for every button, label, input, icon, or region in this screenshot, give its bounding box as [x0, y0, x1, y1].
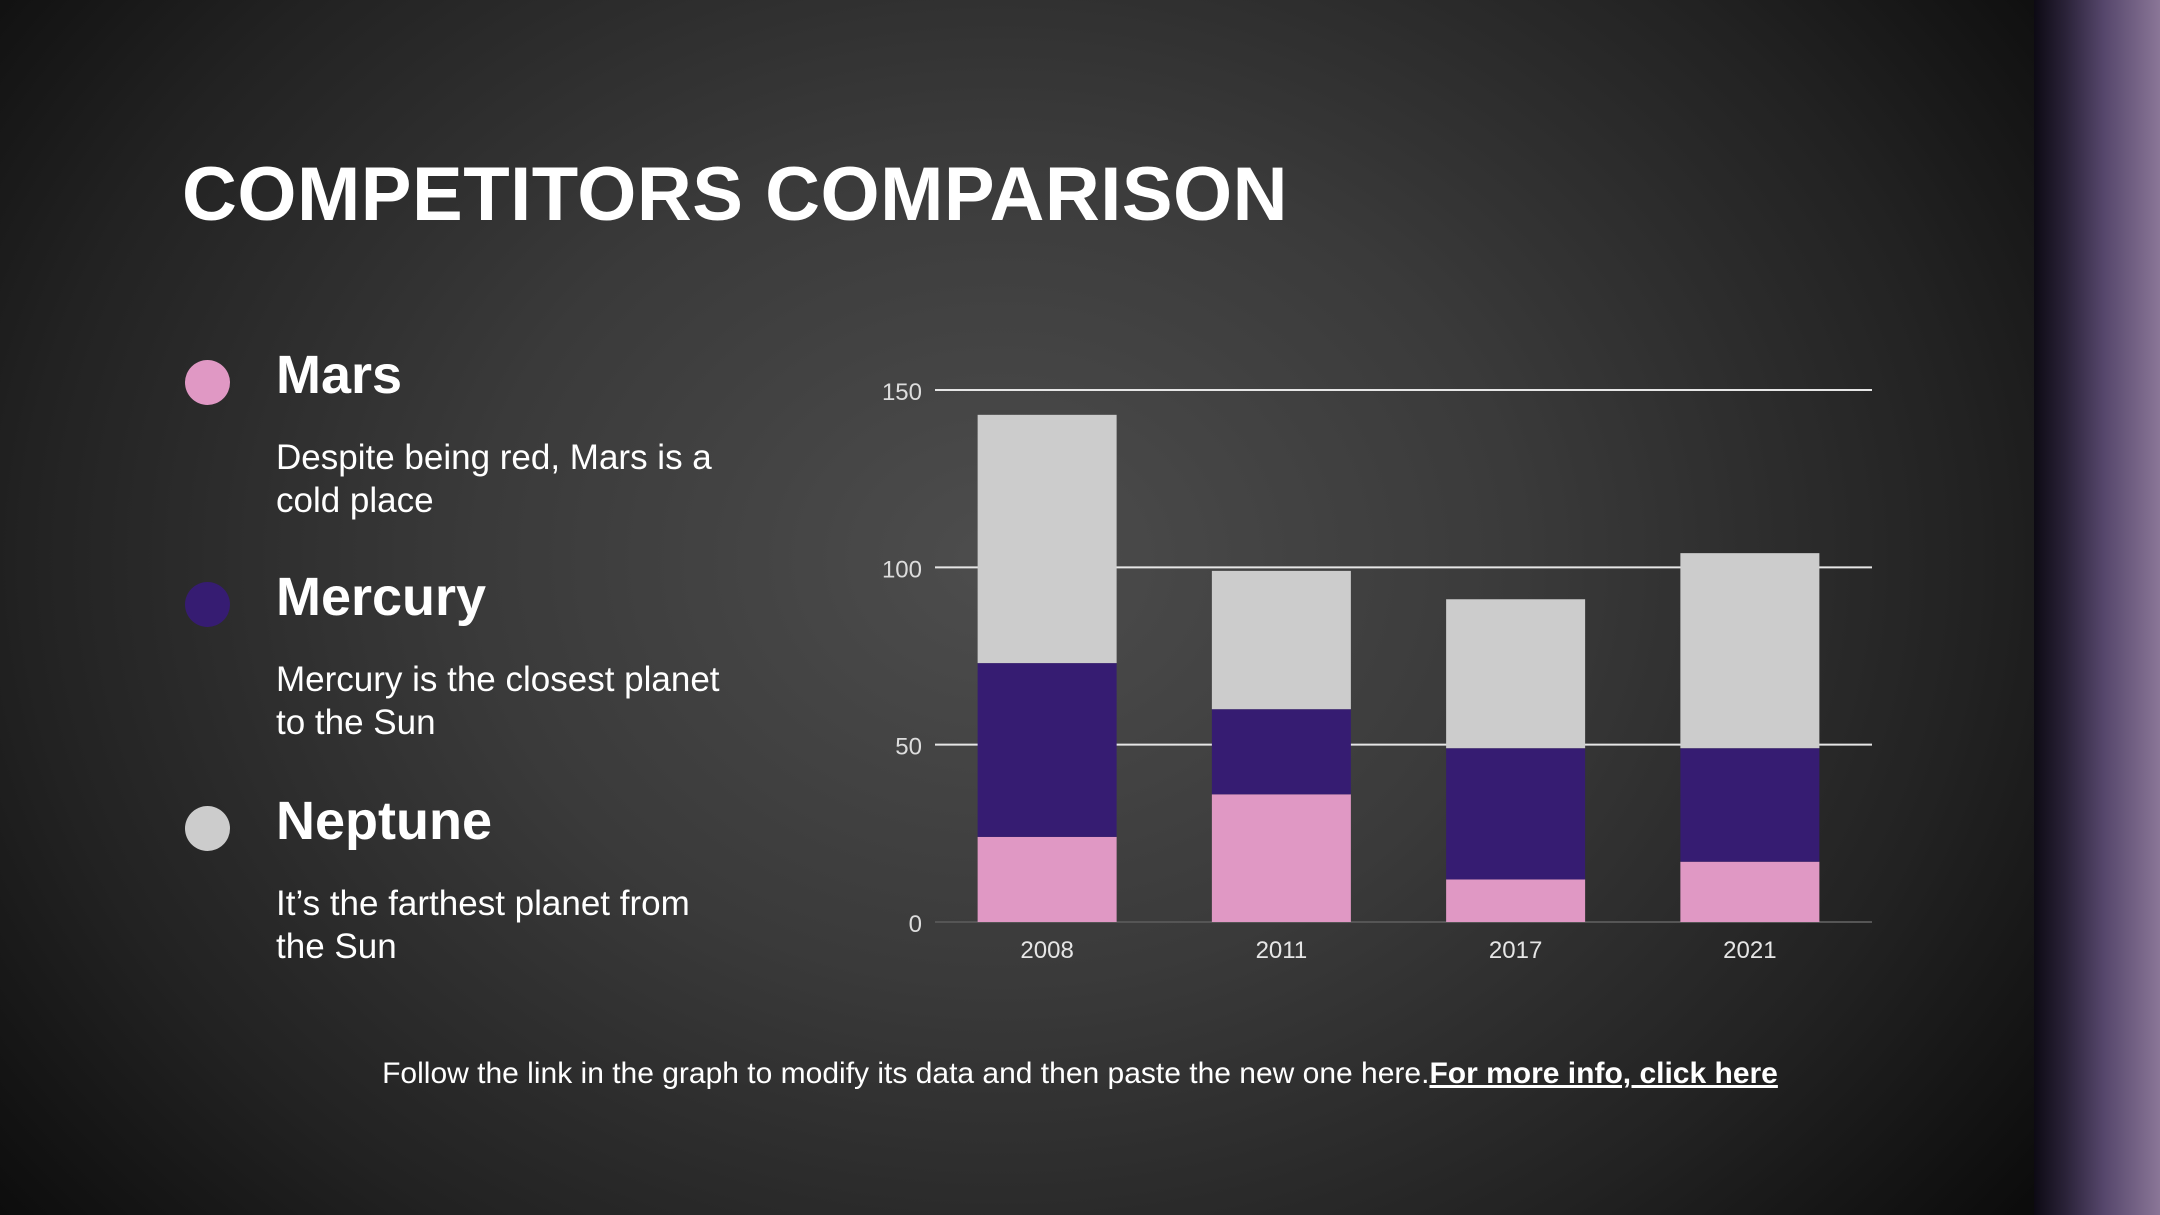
bar-segment-mercury[interactable] — [1211, 709, 1351, 795]
y-tick-label: 100 — [882, 556, 922, 583]
x-tick-label: 2017 — [1489, 937, 1542, 964]
bar-segment-neptune[interactable] — [1446, 599, 1586, 749]
legend-name: Neptune — [276, 791, 492, 851]
legend-description: It’s the farthest planet from the Sun — [276, 884, 690, 966]
y-tick-label: 50 — [895, 734, 922, 761]
bar-segment-mars[interactable] — [1446, 879, 1586, 922]
x-tick-label: 2021 — [1723, 937, 1776, 964]
x-tick-label: 2011 — [1256, 937, 1308, 964]
mars-dot-icon — [185, 360, 230, 405]
bar-segment-mercury[interactable] — [977, 663, 1117, 837]
stacked-bar-chart[interactable]: 0 50 100 150 2008 2011 2017 2021 — [0, 0, 2160, 1000]
bar-segment-mercury[interactable] — [1446, 748, 1586, 880]
bar-segment-mars[interactable] — [1211, 794, 1351, 922]
bar-segment-neptune[interactable] — [1211, 570, 1351, 710]
y-tick-label: 150 — [882, 379, 922, 406]
bar-segment-mercury[interactable] — [1680, 748, 1820, 862]
more-info-link[interactable]: For more info, click here — [1429, 1057, 1778, 1090]
mercury-dot-icon — [185, 582, 230, 627]
x-tick-label: 2008 — [1020, 937, 1073, 964]
slide-title: COMPETITORS COMPARISON — [182, 152, 1289, 237]
y-tick-label: 0 — [909, 911, 922, 938]
footer: Follow the link in the graph to modify i… — [0, 1054, 2160, 1094]
bar-segment-neptune[interactable] — [1680, 553, 1820, 749]
legend-description: Mercury is the closest planet to the Sun — [276, 660, 720, 742]
bar-segment-neptune[interactable] — [977, 414, 1117, 664]
legend-description: Despite being red, Mars is a cold place — [276, 438, 712, 520]
legend-name: Mercury — [276, 567, 487, 627]
footer-text: Follow the link in the graph to modify i… — [382, 1057, 1430, 1090]
neptune-dot-icon — [185, 806, 230, 851]
legend-name: Mars — [276, 345, 403, 405]
bar-segment-mars[interactable] — [1680, 861, 1820, 922]
bar-segment-mars[interactable] — [977, 836, 1117, 922]
side-edge-gradient — [2034, 0, 2160, 1215]
